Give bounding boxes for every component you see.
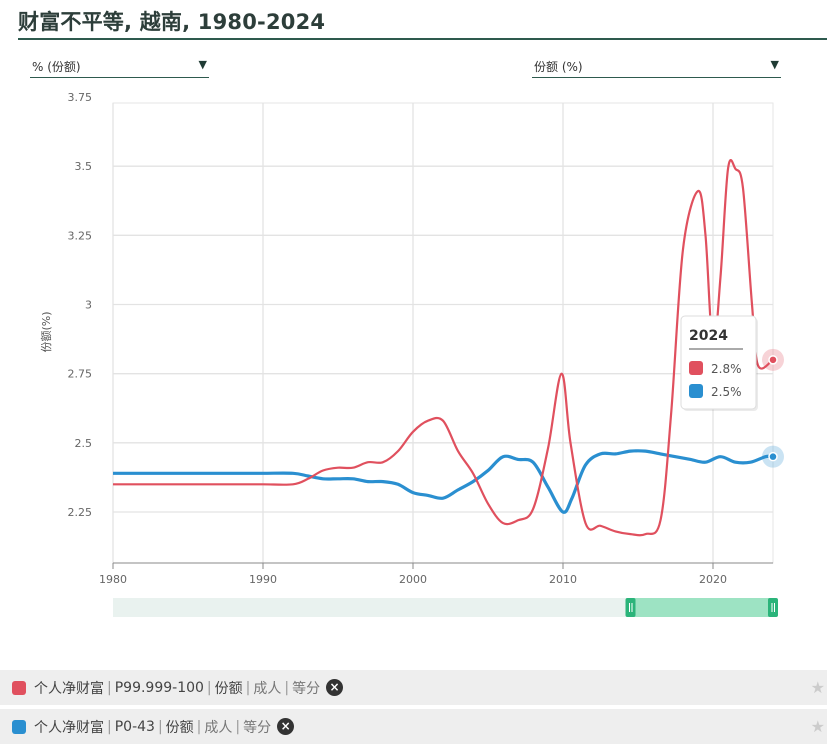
legend-separator: |	[245, 679, 251, 696]
legend-percentile: P0-43	[114, 718, 155, 735]
legend-split: 等分	[292, 680, 321, 697]
remove-series-icon[interactable]: ×	[277, 718, 295, 735]
remove-series-icon[interactable]: ×	[326, 679, 344, 696]
tooltip-value: 2.5%	[711, 385, 742, 399]
legend-separator: |	[196, 718, 202, 735]
title-divider	[18, 38, 827, 40]
legend-measure: 份额	[214, 680, 243, 697]
y-axis-label: 份额(%)	[40, 311, 53, 352]
x-tick-label: 1980	[99, 573, 127, 586]
y-tick-label: 3.75	[68, 91, 93, 104]
tooltip-swatch	[689, 384, 703, 398]
y-tick-label: 3.5	[75, 160, 93, 173]
star-icon[interactable]: ★	[810, 678, 825, 697]
range-handle[interactable]	[768, 598, 778, 617]
legend-row[interactable]: 个人净财富 | P0-43 | 份额 | 成人 | 等分 × ★	[0, 709, 827, 744]
unit-dropdown[interactable]: % (份额) ▼	[30, 54, 209, 78]
range-handle[interactable]	[625, 598, 636, 617]
legend-population: 成人	[253, 680, 282, 697]
star-icon[interactable]: ★	[810, 717, 825, 736]
series-color-swatch	[12, 680, 26, 695]
tooltip-year: 2024	[689, 328, 728, 344]
series-line	[112, 449, 774, 514]
indicator-dropdown-label: 份额 (%)	[534, 60, 583, 74]
data-point-marker	[768, 355, 778, 365]
legend-separator: |	[235, 718, 241, 735]
y-tick-label: 2.5	[75, 437, 93, 450]
line-chart: 2.25 2.5 2.75 3 3.25 3.5 3.75 1980 1990 2000 2010 2…	[40, 91, 784, 617]
legend-percentile: P99.999-100	[114, 679, 204, 696]
y-tick-label: 3	[85, 299, 92, 312]
series-color-swatch	[12, 719, 26, 734]
x-tick-label: 2010	[549, 573, 577, 586]
legend-split: 等分	[243, 719, 272, 736]
data-point-marker	[768, 451, 778, 462]
legend-indicator: 个人净财富	[34, 719, 104, 736]
y-tick-label: 2.25	[68, 506, 93, 519]
legend-separator: |	[284, 679, 290, 696]
plot-area	[112, 102, 774, 564]
y-tick-label: 2.75	[68, 368, 93, 381]
legend-separator: |	[157, 718, 163, 735]
range-window	[630, 598, 773, 617]
x-tick-label: 1990	[249, 573, 277, 586]
chevron-down-icon: ▼	[198, 58, 207, 71]
unit-dropdown-label: % (份额)	[32, 60, 81, 74]
chevron-down-icon: ▼	[770, 58, 779, 71]
indicator-dropdown[interactable]: 份额 (%) ▼	[532, 54, 781, 78]
range-track	[113, 598, 773, 617]
legend-separator: |	[107, 679, 112, 696]
tooltip-swatch	[689, 361, 703, 375]
legend-population: 成人	[204, 719, 233, 736]
legend-indicator: 个人净财富	[34, 680, 104, 697]
legend-separator: |	[107, 718, 112, 735]
x-tick-label: 2020	[699, 573, 727, 586]
y-tick-label: 3.25	[68, 229, 93, 242]
legend-divider	[0, 706, 827, 708]
x-tick-label: 2000	[399, 573, 427, 586]
tooltip-value: 2.8%	[711, 362, 742, 376]
legend-row[interactable]: 个人净财富 | P99.999-100 | 份额 | 成人 | 等分 × ★	[0, 670, 827, 705]
page-title: 财富不平等, 越南, 1980-2024	[18, 10, 326, 34]
legend-separator: |	[206, 679, 212, 696]
legend-measure: 份额	[165, 719, 194, 736]
